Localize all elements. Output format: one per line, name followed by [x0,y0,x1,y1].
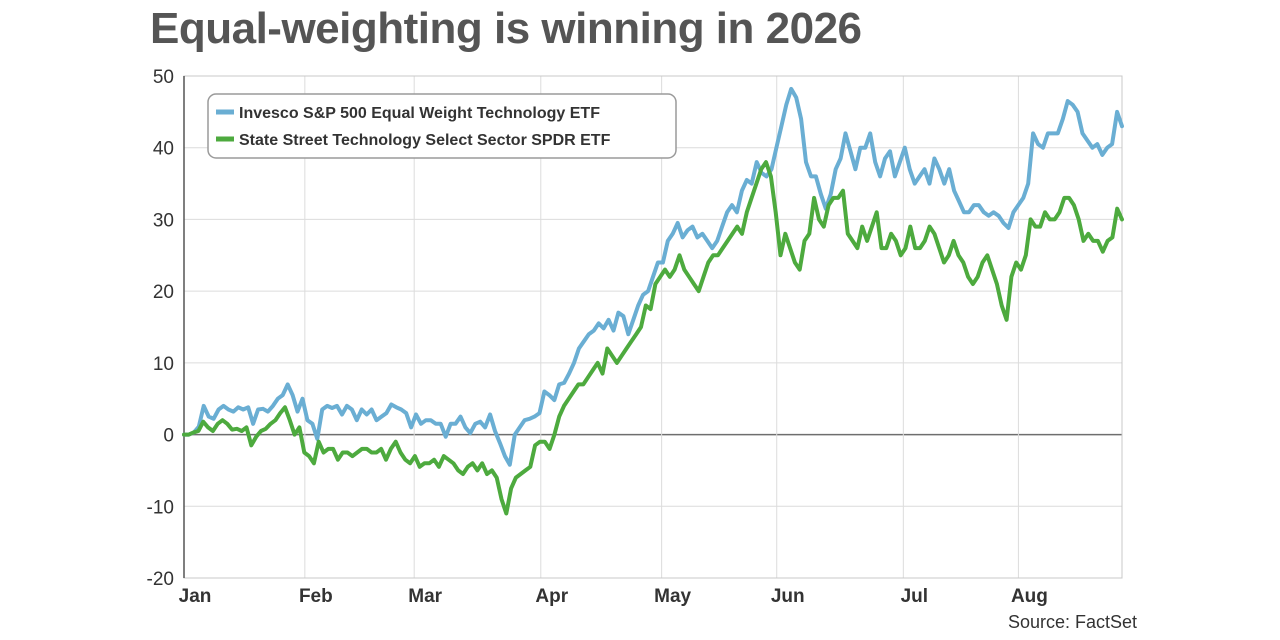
y-tick-label: 0 [163,426,174,447]
x-tick-label: Mar [408,586,442,607]
chart-title: Equal-weighting is winning in 2026 [150,4,862,53]
series-lines [182,86,1124,516]
series-line-state-street [182,160,1124,516]
y-tick-label: 10 [153,354,174,375]
y-tick-label: 30 [153,210,174,231]
legend-label-invesco: Invesco S&P 500 Equal Weight Technology … [239,105,600,122]
y-tick-label: -10 [147,497,174,518]
legend-box [207,93,677,159]
x-tick-label: Jan [179,586,212,607]
x-tick-label: Apr [535,586,568,607]
legend: Invesco S&P 500 Equal Weight Technology … [207,93,677,159]
axes: -20 -10 0 10 20 30 40 50 Jan Feb Mar Apr May Jun Jul Au… [147,67,1048,607]
x-tick-label: Jul [901,586,928,607]
x-tick-label: May [654,586,691,607]
y-tick-label: -20 [147,569,174,590]
series-line-invesco [182,86,1124,467]
y-tick-label: 50 [153,67,174,88]
x-tick-label: Feb [299,586,333,607]
x-tick-label: Aug [1011,586,1048,607]
y-tick-label: 40 [153,139,174,160]
y-tick-label: 20 [153,282,174,303]
source-note: Source: FactSet [1007,612,1137,632]
x-tick-label: Jun [771,586,805,607]
legend-label-state-street: State Street Technology Select Sector SP… [239,132,611,149]
